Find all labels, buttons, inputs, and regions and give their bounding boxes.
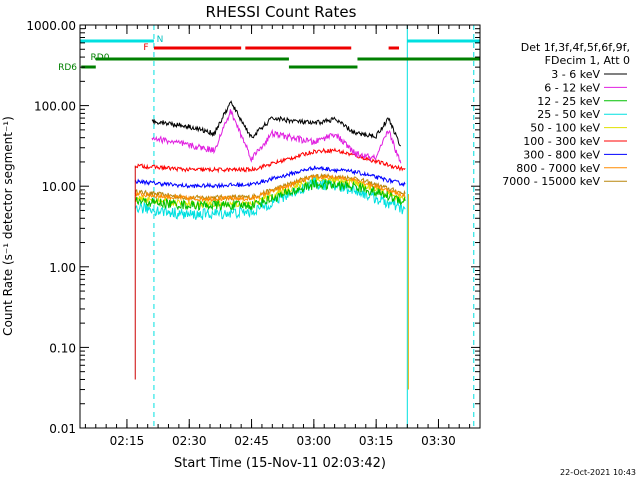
legend-label-7000-15000-kev: 7000 - 15000 keV	[502, 175, 600, 188]
legend-label-25-50-kev: 25 - 50 keV	[537, 108, 600, 121]
x-tick-label: 02:30	[172, 434, 207, 448]
flag-label-rd6: RD6	[58, 63, 77, 73]
series-line-800-7000-kev	[134, 173, 406, 203]
legend-header-line: FDecim 1, Att 0	[545, 54, 630, 67]
series-line-12-25-kev	[134, 178, 406, 212]
chart-title: RHESSI Count Rates	[206, 3, 357, 21]
flag-label-rd0: RD0	[91, 53, 110, 63]
x-tick-label: 03:15	[359, 434, 394, 448]
y-tick-label: 0.01	[49, 422, 76, 436]
y-tick-label: 1.00	[49, 261, 76, 275]
y-tick-label: 10.00	[42, 180, 76, 194]
y-tick-label: 100.00	[34, 100, 76, 114]
y-axis-label: Count Rate (s⁻¹ detector segment⁻¹)	[1, 116, 15, 336]
legend-label-100-300-kev: 100 - 300 keV	[523, 135, 600, 148]
x-tick-label: 03:00	[297, 434, 332, 448]
legend: Det 1f,3f,4f,5f,6f,9f,FDecim 1, Att 03 -…	[502, 41, 630, 188]
plot-frame	[79, 24, 481, 429]
legend-label-6-12-kev: 6 - 12 keV	[544, 81, 600, 94]
legend-label-300-800-kev: 300 - 800 keV	[523, 148, 600, 161]
legend-label-800-7000-kev: 800 - 7000 keV	[516, 162, 600, 175]
series-line-100-300-kev	[134, 147, 406, 174]
series-line-6-12-kev	[151, 109, 402, 164]
footer-date: 22-Oct-2021 10:43	[560, 468, 636, 477]
x-tick-label: 03:30	[421, 434, 456, 448]
x-tick-label: 02:45	[234, 434, 269, 448]
y-tick-label: 0.10	[49, 341, 76, 355]
series-line-300-800-kev	[134, 165, 406, 189]
legend-label-50-100-kev: 50 - 100 keV	[530, 122, 600, 135]
series-line-25-50-kev	[134, 177, 406, 220]
legend-label-3-6-kev: 3 - 6 keV	[551, 68, 600, 81]
y-tick-label: 1000.00	[26, 19, 76, 33]
flag-label-n: N	[157, 35, 164, 45]
series-line-3-6-kev	[151, 100, 402, 147]
legend-header-line: Det 1f,3f,4f,5f,6f,9f,	[521, 41, 630, 54]
legend-label-12-25-kev: 12 - 25 keV	[537, 95, 600, 108]
x-tick-label: 02:15	[110, 434, 145, 448]
x-axis-label: Start Time (15-Nov-11 02:03:42)	[174, 456, 386, 471]
flag-label-f: F	[143, 43, 148, 53]
